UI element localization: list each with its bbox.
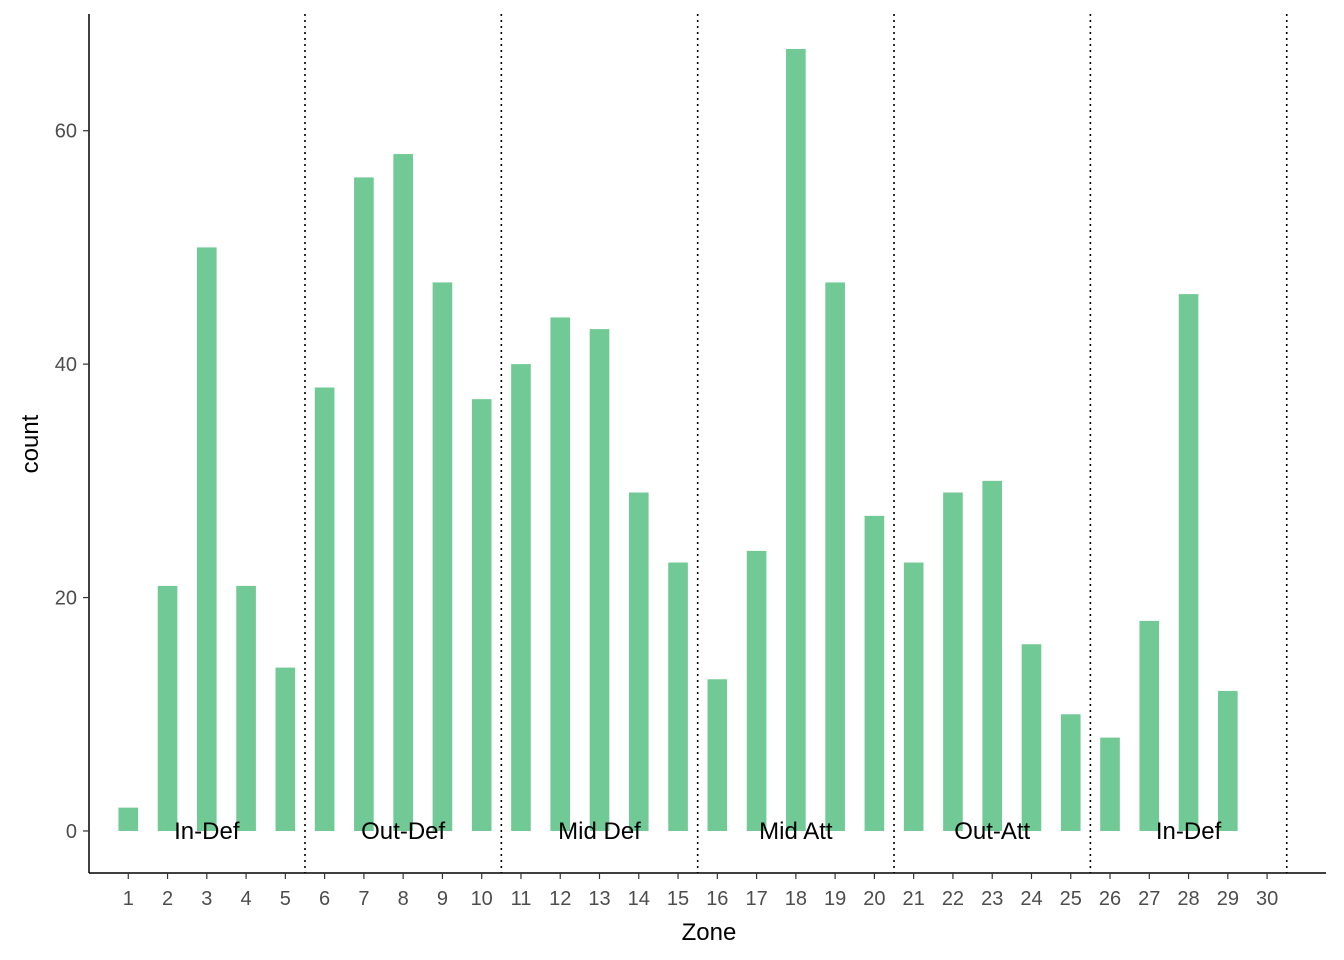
bar-zone-10 [471, 399, 492, 831]
bar-zone-12 [550, 317, 571, 831]
bar-zone-2 [157, 585, 178, 831]
x-tick-label-13: 13 [588, 888, 610, 910]
region-label-4: Mid Att [759, 818, 833, 845]
region-label-3: Mid Def [558, 818, 641, 845]
bar-zone-24 [1021, 644, 1042, 831]
x-tick-label-23: 23 [981, 888, 1003, 910]
x-tick-label-14: 14 [628, 888, 650, 910]
bar-zone-23 [982, 480, 1003, 831]
y-tick-label-60: 60 [55, 121, 77, 143]
y-ticks-group: 0 20 40 60 [55, 121, 89, 843]
x-tick-label-20: 20 [863, 888, 885, 910]
bar-zone-20 [864, 515, 885, 831]
bar-zone-4 [236, 585, 256, 831]
x-tick-label-8: 8 [398, 888, 409, 910]
bar-zone-3 [196, 247, 217, 831]
x-tick-label-7: 7 [358, 888, 369, 910]
bar-zone-25 [1060, 714, 1081, 831]
x-tick-label-26: 26 [1099, 888, 1121, 910]
x-tick-label-16: 16 [706, 888, 728, 910]
bar-zone-7 [354, 177, 374, 831]
region-labels-group: In-Def Out-Def Mid Def Mid Att Out-Att In-Def [174, 818, 1221, 845]
x-tick-label-6: 6 [319, 888, 330, 910]
bar-zone-13 [589, 329, 610, 831]
bar-zone-29 [1218, 690, 1238, 831]
x-tick-label-12: 12 [549, 888, 571, 910]
x-axis-title: Zone [682, 919, 737, 946]
region-label-1: In-Def [174, 818, 240, 845]
x-tick-label-22: 22 [942, 888, 964, 910]
bar-zone-26 [1100, 737, 1120, 831]
bar-zone-1 [118, 807, 139, 831]
x-tick-label-9: 9 [437, 888, 448, 910]
bar-zone-21 [903, 562, 924, 831]
bar-zone-19 [825, 282, 845, 831]
bar-zone-8 [393, 154, 413, 831]
x-tick-label-27: 27 [1138, 888, 1160, 910]
bar-zone-18 [786, 49, 806, 831]
x-tick-label-17: 17 [745, 888, 767, 910]
y-tick-label-40: 40 [55, 354, 77, 376]
x-tick-label-3: 3 [201, 888, 212, 910]
x-tick-label-24: 24 [1020, 888, 1042, 910]
x-tick-label-10: 10 [471, 888, 493, 910]
x-tick-label-11: 11 [511, 888, 532, 910]
region-label-5: Out-Att [954, 818, 1030, 845]
bars-group [118, 49, 1238, 831]
x-tick-label-30: 30 [1256, 888, 1278, 910]
y-tick-label-0: 0 [66, 821, 77, 843]
bar-zone-9 [432, 282, 453, 831]
x-tick-label-15: 15 [667, 888, 689, 910]
x-tick-label-1: 1 [123, 888, 134, 910]
x-tick-label-21: 21 [903, 888, 925, 910]
bar-zone-6 [314, 387, 335, 831]
bar-zone-5 [275, 667, 296, 831]
x-tick-label-29: 29 [1217, 888, 1239, 910]
bar-zone-17 [746, 550, 767, 831]
x-tick-label-2: 2 [162, 888, 173, 910]
bar-zone-27 [1139, 620, 1160, 831]
region-label-2: Out-Def [361, 818, 445, 845]
bar-zone-11 [511, 364, 531, 831]
x-tick-label-25: 25 [1060, 888, 1082, 910]
x-tick-label-18: 18 [785, 888, 807, 910]
bar-zone-14 [628, 492, 649, 831]
y-tick-label-20: 20 [55, 588, 77, 610]
axes-group [88, 14, 1326, 874]
zone-separators [304, 14, 1288, 873]
bar-zone-28 [1178, 294, 1199, 831]
y-axis-title: count [17, 414, 44, 473]
bar-zone-22 [943, 492, 963, 831]
x-tick-label-28: 28 [1177, 888, 1199, 910]
x-tick-label-19: 19 [824, 888, 846, 910]
x-ticks-group: 1 2 3 4 5 6 7 8 9 10 11 12 13 14 15 16 17 18 19 20 21 22 23 24 2… [123, 873, 1278, 910]
bar-zone-15 [668, 562, 688, 831]
bar-zone-16 [707, 679, 728, 831]
x-tick-label-5: 5 [280, 888, 291, 910]
region-label-6: In-Def [1156, 818, 1222, 845]
x-tick-label-4: 4 [241, 888, 252, 910]
